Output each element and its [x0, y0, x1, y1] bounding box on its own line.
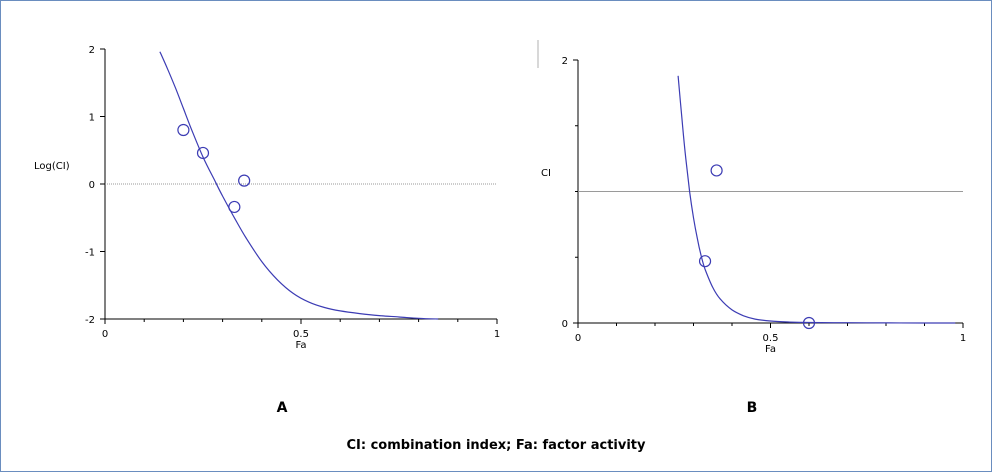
fit-curve — [677, 75, 956, 324]
y-tick-label: 0 — [89, 180, 95, 191]
chart-panel-A: 0 0.5 1 -2 -1 0 1 2 Log(CI) Fa A — [34, 45, 500, 416]
x-tick-label: 1 — [960, 333, 966, 344]
figure-caption: CI: combination index; Fa: factor activi… — [346, 438, 646, 453]
y-tick-label: 2 — [89, 45, 95, 56]
data-point — [177, 123, 190, 137]
y-tick-label: 0 — [562, 319, 568, 330]
panel-label: B — [747, 400, 758, 416]
x-tick-label: 0.5 — [293, 329, 309, 340]
data-point — [710, 164, 723, 177]
x-tick-label: 0.5 — [763, 333, 779, 344]
data-point — [802, 316, 816, 330]
data-point — [228, 200, 241, 214]
x-tick-label: 0 — [102, 329, 108, 340]
fit-curve — [159, 51, 439, 320]
y-tick-label: 2 — [562, 56, 568, 67]
y-tick-label: -1 — [85, 248, 95, 259]
y-tick-label: 1 — [89, 113, 95, 124]
x-tick-label: 0 — [575, 333, 581, 344]
y-axis-title: CI — [541, 168, 551, 179]
panel-label: A — [277, 400, 288, 416]
data-point — [196, 146, 210, 160]
data-point — [698, 255, 712, 268]
x-tick-label: 1 — [494, 329, 500, 340]
y-axis-title: Log(CI) — [34, 161, 70, 172]
chart-panel-B: 0 0.5 1 0 2 CI Fa B — [541, 56, 966, 416]
x-axis-title: Fa — [296, 340, 307, 351]
x-axis-title: Fa — [765, 344, 776, 355]
data-point — [238, 174, 251, 187]
y-tick-label: -2 — [85, 315, 95, 326]
